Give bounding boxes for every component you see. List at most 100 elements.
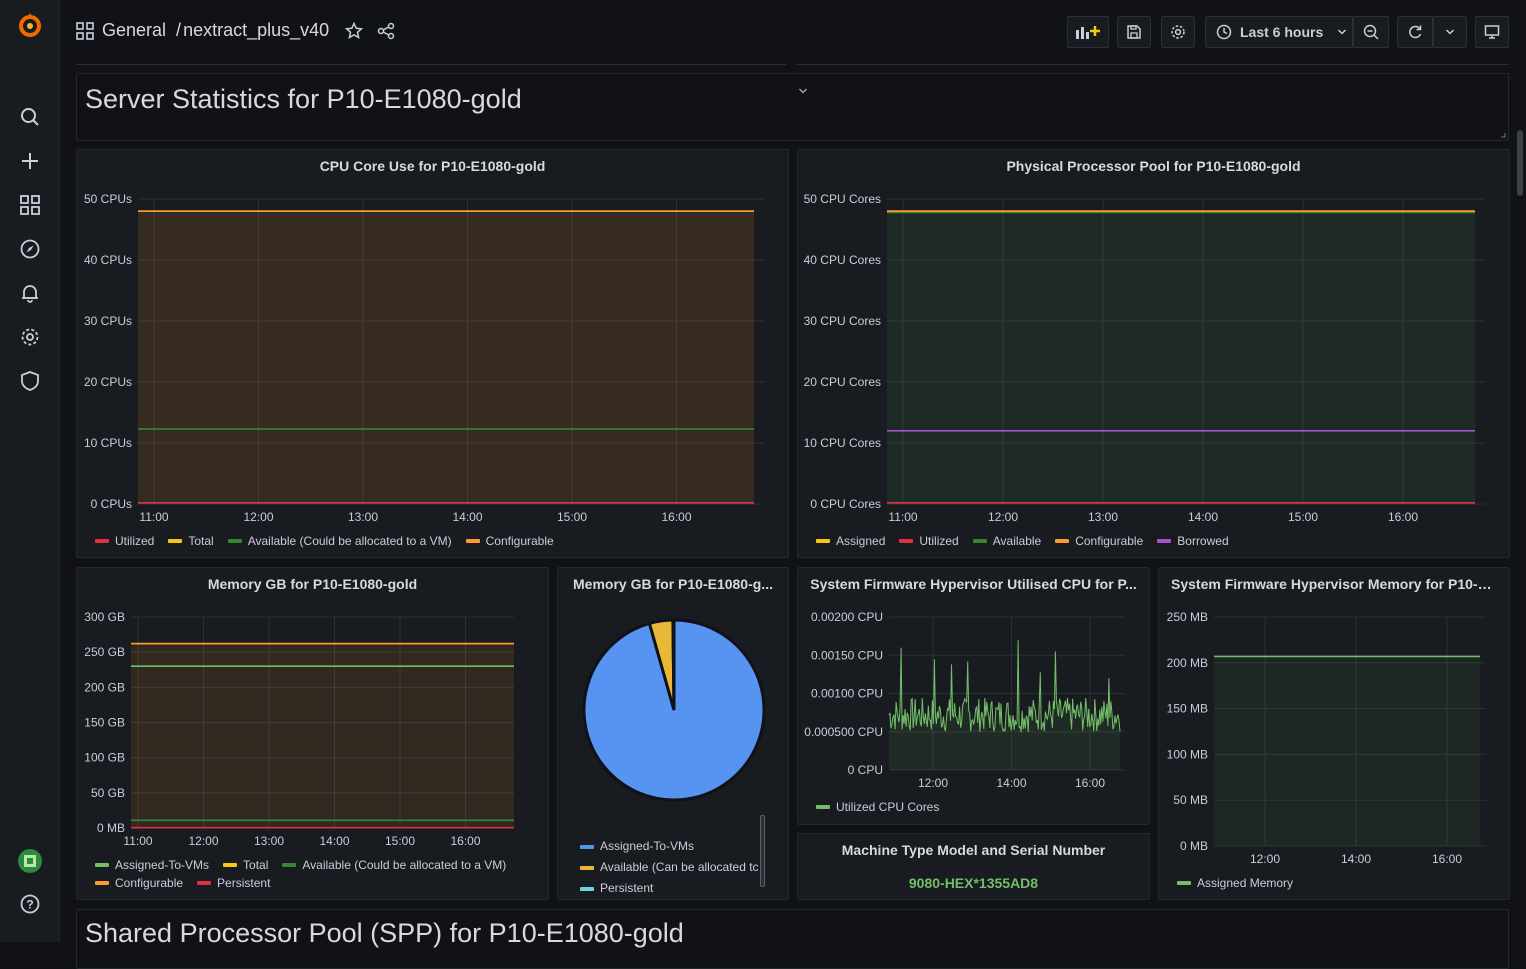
legend-item[interactable]: Assigned-To-VMs bbox=[580, 836, 760, 857]
configuration-gear-icon[interactable] bbox=[15, 322, 45, 352]
legend-label: Persistent bbox=[217, 876, 271, 890]
legend-item[interactable]: Utilized CPU Cores bbox=[816, 800, 939, 814]
memory-pie-chart[interactable] bbox=[558, 598, 788, 808]
hypervisor-cpu-chart[interactable]: 0 CPU 0.000500 CPU 0.00100 CPU 0.00150 CPU 0… bbox=[798, 598, 1149, 798]
panel-title: System Firmware Hypervisor Utilised CPU … bbox=[810, 576, 1137, 592]
y-tick-label: 150 MB bbox=[1167, 702, 1208, 716]
resize-handle-icon[interactable] bbox=[1500, 132, 1506, 138]
breadcrumb-separator: / bbox=[176, 20, 182, 40]
legend-item[interactable]: Configurable bbox=[1055, 534, 1143, 548]
clock-icon bbox=[1216, 24, 1232, 40]
legend-item[interactable]: Available (Could be allocated to a VM) bbox=[227, 534, 452, 548]
dashboard-settings-button[interactable] bbox=[1161, 16, 1195, 48]
add-panel-button[interactable] bbox=[1067, 16, 1109, 48]
processor-pool-chart[interactable]: 0 CPU Cores 10 CPU Cores 20 CPU Cores 30 CP… bbox=[798, 180, 1509, 540]
legend-label: Assigned Memory bbox=[1197, 876, 1294, 890]
legend-item[interactable]: Available bbox=[972, 534, 1042, 548]
x-tick-label: 15:00 bbox=[385, 834, 415, 848]
breadcrumb-dashboard[interactable]: nextract_plus_v40 bbox=[183, 20, 330, 40]
x-tick-label: 11:00 bbox=[139, 510, 168, 524]
legend-item[interactable]: Persistent bbox=[580, 878, 760, 899]
legend-label: Available bbox=[992, 534, 1042, 548]
user-avatar[interactable] bbox=[15, 846, 45, 876]
dashboards-icon[interactable] bbox=[15, 190, 45, 220]
x-tick-label: 15:00 bbox=[557, 510, 587, 524]
y-tick-label: 20 CPUs bbox=[84, 375, 132, 389]
memory-gb-chart[interactable]: 0 MB 50 GB 100 GB 150 GB 200 GB 250 GB 300 GB 1… bbox=[77, 598, 548, 858]
grafana-logo-icon[interactable] bbox=[15, 10, 45, 40]
save-dashboard-button[interactable] bbox=[1117, 16, 1151, 48]
panel-machine-type[interactable]: Machine Type Model and Serial Number 908… bbox=[797, 833, 1150, 900]
area-fill bbox=[887, 211, 1475, 504]
settings-gear-icon bbox=[1171, 25, 1185, 39]
panel-title: Machine Type Model and Serial Number bbox=[841, 842, 1106, 858]
save-icon bbox=[1127, 25, 1141, 39]
search-icon[interactable] bbox=[15, 102, 45, 132]
panel-hypervisor-cpu[interactable]: System Firmware Hypervisor Utilised CPU … bbox=[797, 567, 1150, 825]
x-tick-label: 14:00 bbox=[996, 776, 1026, 790]
star-icon[interactable] bbox=[345, 21, 364, 40]
y-tick-label: 50 MB bbox=[1173, 793, 1208, 807]
legend-swatch bbox=[816, 539, 830, 543]
plus-icon[interactable] bbox=[15, 146, 45, 176]
legend-item[interactable]: Configurable bbox=[465, 534, 554, 548]
server-admin-shield-icon[interactable] bbox=[15, 366, 45, 396]
cycle-view-mode-button[interactable] bbox=[1475, 16, 1509, 48]
legend: Utilized CPU Cores bbox=[816, 800, 1136, 814]
time-range-picker[interactable]: Last 6 hours bbox=[1205, 16, 1353, 48]
y-tick-label: 250 GB bbox=[84, 645, 125, 659]
legend-label: Persistent bbox=[600, 881, 654, 895]
cpu-core-chart[interactable]: 0 CPUs 10 CPUs 20 CPUs 30 CPUs 40 CPUs 50 CPU… bbox=[77, 180, 788, 540]
page-scrollbar[interactable] bbox=[1517, 130, 1523, 196]
chevron-down-icon[interactable] bbox=[798, 87, 808, 95]
panel-memory-pie[interactable]: Memory GB for P10-E1080-g... Assigned-To… bbox=[557, 567, 789, 900]
legend-item[interactable]: Available (Could be allocated to a VM) bbox=[282, 858, 506, 872]
y-tick-label: 0.00100 CPU bbox=[811, 687, 883, 701]
explore-compass-icon[interactable] bbox=[15, 234, 45, 264]
y-tick-label: 0 MB bbox=[1180, 839, 1208, 853]
x-tick-label: 16:00 bbox=[1432, 852, 1462, 866]
legend-item[interactable]: Assigned-To-VMs bbox=[95, 858, 209, 872]
y-tick-label: 0 CPU Cores bbox=[810, 497, 881, 511]
legend-item[interactable]: Utilized bbox=[95, 534, 154, 548]
alerting-bell-icon[interactable] bbox=[15, 278, 45, 308]
legend-item[interactable]: Persistent bbox=[197, 876, 270, 890]
legend-swatch bbox=[972, 539, 987, 543]
refresh-interval-dropdown[interactable] bbox=[1433, 16, 1467, 48]
legend-swatch bbox=[1177, 881, 1191, 885]
chevron-down-icon bbox=[1338, 29, 1347, 35]
hypervisor-memory-chart[interactable]: 0 MB 50 MB 100 MB 150 MB 200 MB 250 MB 12:00 14… bbox=[1159, 598, 1509, 878]
legend-swatch bbox=[580, 886, 594, 891]
panel-cpu-core-use[interactable]: CPU Core Use for P10-E1080-gold 0 CPUs 10… bbox=[76, 149, 789, 558]
row-header-shared-processor-pool[interactable]: Shared Processor Pool (SPP) for P10-E108… bbox=[76, 909, 1509, 969]
legend-item[interactable]: Configurable bbox=[95, 876, 183, 890]
panel-memory-gb[interactable]: Memory GB for P10-E1080-gold 0 MB 50 GB 10… bbox=[76, 567, 549, 900]
y-tick-label: 0.00200 CPU bbox=[811, 610, 883, 624]
panel-title: Memory GB for P10-E1080-gold bbox=[207, 576, 418, 592]
legend-label: Configurable bbox=[1075, 534, 1144, 548]
refresh-button[interactable] bbox=[1397, 16, 1433, 48]
zoom-out-button[interactable] bbox=[1353, 16, 1389, 48]
panel-hypervisor-memory[interactable]: System Firmware Hypervisor Memory for P1… bbox=[1158, 567, 1510, 900]
legend-swatch bbox=[1055, 539, 1070, 543]
legend-label: Utilized CPU Cores bbox=[836, 800, 940, 814]
row-header-server-statistics[interactable]: Server Statistics for P10-E1080-gold bbox=[76, 73, 1509, 141]
legend-scrollbar[interactable] bbox=[760, 815, 765, 887]
y-tick-label: 200 MB bbox=[1167, 656, 1208, 670]
share-icon[interactable] bbox=[377, 22, 395, 40]
x-tick-label: 15:00 bbox=[1288, 510, 1318, 524]
legend-item[interactable]: Assigned Memory bbox=[1177, 876, 1293, 890]
panel-physical-processor-pool[interactable]: Physical Processor Pool for P10-E1080-go… bbox=[797, 149, 1510, 558]
legend-item[interactable]: Borrowed bbox=[1157, 534, 1229, 548]
panel-title: System Firmware Hypervisor Memory for P1… bbox=[1171, 576, 1499, 592]
legend-item[interactable]: Total bbox=[168, 534, 214, 548]
legend-item[interactable]: Assigned bbox=[816, 534, 885, 548]
legend-item[interactable]: Total bbox=[223, 858, 268, 872]
legend-item[interactable]: Available (Can be allocated tc bbox=[580, 857, 760, 878]
legend-item[interactable]: Utilized bbox=[899, 534, 959, 548]
breadcrumb-folder[interactable]: General bbox=[102, 20, 167, 40]
y-tick-label: 10 CPUs bbox=[84, 436, 132, 450]
x-tick-label: 14:00 bbox=[319, 834, 349, 848]
help-icon[interactable]: ? bbox=[15, 889, 45, 919]
sidebar: ? bbox=[0, 0, 60, 942]
